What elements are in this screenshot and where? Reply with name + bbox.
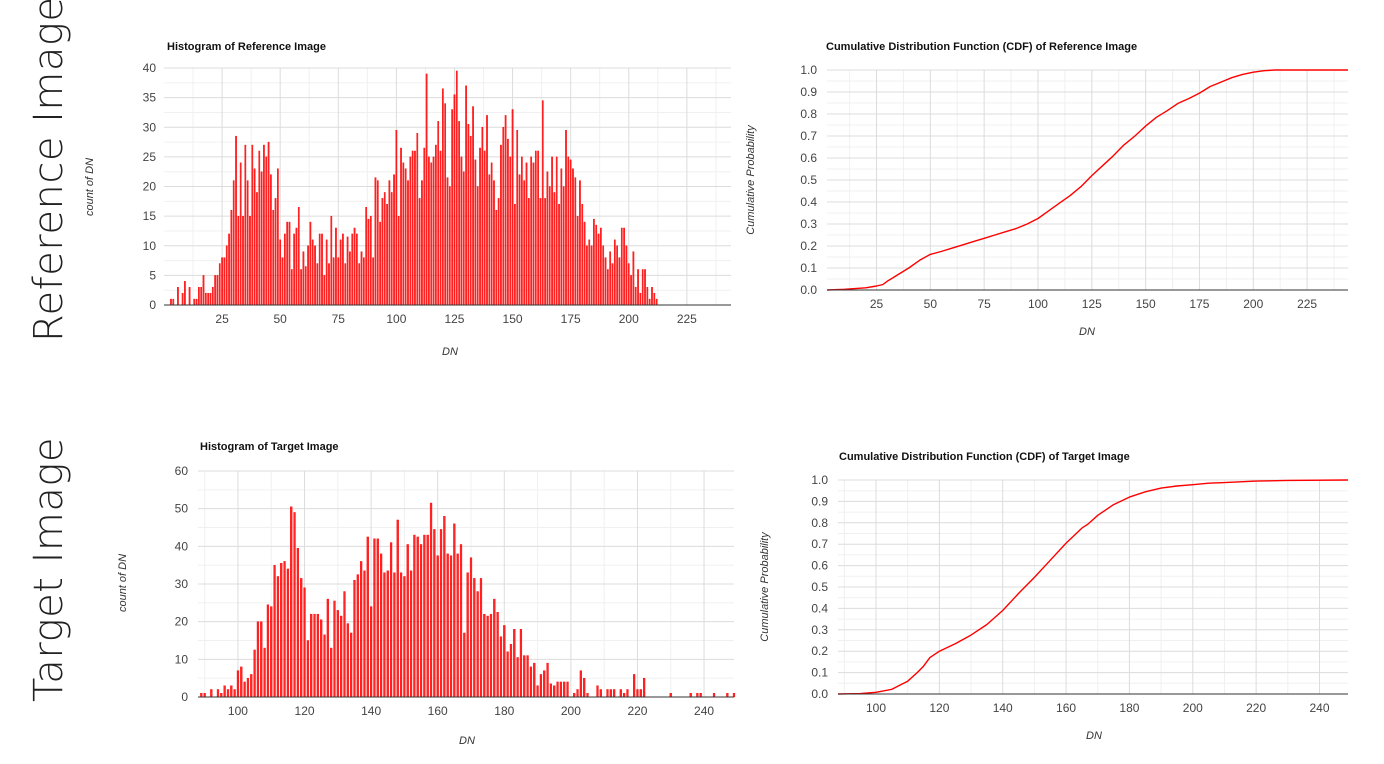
y-tick-label: 35 [143, 91, 157, 105]
x-tick-label: 140 [361, 704, 381, 718]
y-tick-label: 30 [175, 577, 189, 591]
y-tick-label: 0 [149, 298, 156, 312]
x-axis-label: DN [1086, 730, 1102, 742]
x-tick-label: 120 [929, 701, 949, 715]
y-axis-label: Cumulative Probability [759, 531, 771, 642]
cdf-line [826, 69, 1348, 291]
x-tick-label: 220 [1246, 701, 1266, 715]
y-tick-label: 0 [181, 690, 188, 704]
x-tick-label: 180 [494, 704, 514, 718]
x-tick-label: 50 [274, 312, 288, 326]
x-tick-label: 160 [1056, 701, 1076, 715]
x-tick-label: 100 [1028, 297, 1048, 311]
y-tick-label: 1.0 [811, 473, 828, 487]
y-tick-label: 0.3 [811, 623, 828, 637]
y-tick-label: 40 [143, 61, 157, 75]
y-tick-label: 0.5 [800, 173, 817, 187]
y-tick-label: 0.7 [800, 129, 817, 143]
x-tick-label: 140 [993, 701, 1013, 715]
x-tick-label: 160 [428, 704, 448, 718]
x-tick-label: 150 [503, 312, 523, 326]
y-tick-label: 0.2 [811, 644, 828, 658]
y-axis-label: Cumulative Probability [745, 124, 757, 235]
y-tick-label: 25 [143, 150, 157, 164]
cdf-line [837, 479, 1349, 695]
y-tick-label: 0.4 [800, 195, 817, 209]
x-tick-label: 180 [1119, 701, 1139, 715]
x-tick-label: 200 [619, 312, 639, 326]
x-axis-label: DN [1079, 326, 1095, 338]
y-tick-label: 1.0 [800, 63, 817, 77]
x-tick-label: 125 [1082, 297, 1102, 311]
x-tick-label: 175 [561, 312, 581, 326]
x-tick-label: 50 [924, 297, 938, 311]
x-tick-label: 175 [1189, 297, 1209, 311]
x-tick-label: 220 [627, 704, 647, 718]
x-tick-label: 150 [1136, 297, 1156, 311]
y-tick-label: 0.9 [800, 85, 817, 99]
y-tick-label: 0.0 [811, 687, 828, 701]
y-tick-label: 0.8 [800, 107, 817, 121]
x-axis-label: DN [442, 346, 458, 358]
x-tick-label: 75 [977, 297, 991, 311]
x-tick-label: 200 [1243, 297, 1263, 311]
x-tick-label: 100 [228, 704, 248, 718]
chart-title: Cumulative Distribution Function (CDF) o… [839, 451, 1130, 463]
y-tick-label: 40 [175, 539, 189, 553]
x-axis-label: DN [459, 735, 475, 747]
y-axis-label: count of DN [117, 554, 129, 612]
y-tick-label: 10 [175, 652, 189, 666]
x-tick-label: 240 [694, 704, 714, 718]
y-tick-label: 0.7 [811, 537, 828, 551]
x-tick-label: 25 [215, 312, 229, 326]
chart-title: Histogram of Reference Image [167, 41, 326, 53]
y-tick-label: 0.6 [800, 151, 817, 165]
x-tick-label: 100 [866, 701, 886, 715]
x-tick-label: 200 [1183, 701, 1203, 715]
x-tick-label: 120 [295, 704, 315, 718]
x-tick-label: 240 [1309, 701, 1329, 715]
x-tick-label: 225 [677, 312, 697, 326]
y-tick-label: 0.8 [811, 516, 828, 530]
y-tick-label: 50 [175, 502, 189, 516]
bar-series [200, 502, 736, 698]
y-tick-label: 20 [175, 615, 189, 629]
x-tick-label: 225 [1297, 297, 1317, 311]
y-tick-label: 0.6 [811, 559, 828, 573]
y-tick-label: 0.9 [811, 494, 828, 508]
y-tick-label: 0.1 [800, 261, 817, 275]
y-tick-label: 0.0 [800, 283, 817, 297]
y-tick-label: 0.3 [800, 217, 817, 231]
y-tick-label: 10 [143, 239, 157, 253]
x-tick-label: 125 [444, 312, 464, 326]
y-tick-label: 15 [143, 209, 157, 223]
x-tick-label: 25 [870, 297, 884, 311]
y-tick-label: 20 [143, 180, 157, 194]
y-tick-label: 0.2 [800, 239, 817, 253]
y-tick-label: 0.5 [811, 580, 828, 594]
y-tick-label: 0.4 [811, 601, 828, 615]
y-axis-label: count of DN [84, 158, 96, 216]
chart-title: Cumulative Distribution Function (CDF) o… [826, 41, 1137, 53]
x-tick-label: 100 [386, 312, 406, 326]
y-tick-label: 0.1 [811, 666, 828, 680]
chart-title: Histogram of Target Image [200, 441, 339, 453]
y-tick-label: 30 [143, 120, 157, 134]
y-tick-label: 60 [175, 464, 189, 478]
y-tick-label: 5 [149, 268, 156, 282]
x-tick-label: 200 [561, 704, 581, 718]
x-tick-label: 75 [332, 312, 346, 326]
